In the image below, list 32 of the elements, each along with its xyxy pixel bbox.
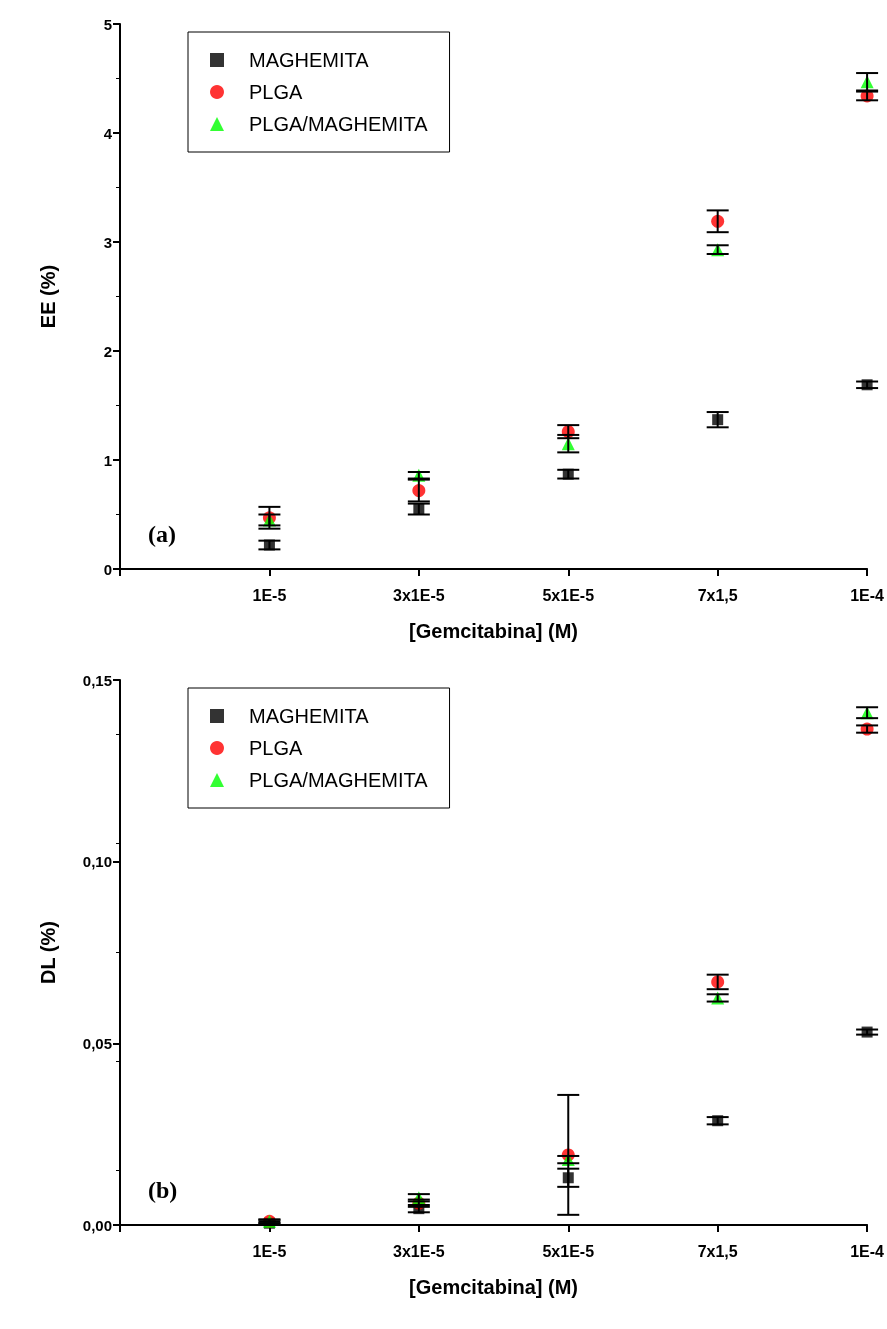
- x-tick-label: 5x1E-5: [542, 586, 595, 604]
- y-axis-title: EE (%): [37, 264, 59, 329]
- y-tick-label: 2: [103, 342, 112, 360]
- legend-label: PLGA/MAGHEMITA: [249, 769, 429, 791]
- x-tick-label: 7x1,5: [697, 1242, 738, 1260]
- annotation: (b): [148, 1177, 178, 1203]
- y-tick-label: 0: [103, 560, 112, 578]
- legend-label: MAGHEMITA: [249, 705, 370, 727]
- y-tick-label: 5: [103, 15, 112, 33]
- x-axis-title: [Gemcitabina] (M): [409, 1276, 578, 1298]
- legend-label: MAGHEMITA: [249, 49, 370, 71]
- legend-label: PLGA: [249, 81, 304, 103]
- x-tick-label: 7x1,5: [697, 586, 738, 604]
- x-tick-label: 3x1E-5: [393, 586, 445, 604]
- x-tick-label: 1E-4: [850, 586, 885, 604]
- y-tick-label: 4: [103, 124, 113, 142]
- y-axis-title: DL (%): [37, 921, 59, 984]
- x-tick-label: 1E-5: [252, 1242, 287, 1260]
- y-tick-label: 1: [103, 451, 112, 469]
- x-tick-label: 1E-4: [850, 1242, 885, 1260]
- legend-label: PLGA/MAGHEMITA: [249, 113, 429, 135]
- y-tick-label: 0,05: [82, 1034, 112, 1052]
- y-tick-label: 0,10: [82, 853, 112, 871]
- x-tick-label: 1E-5: [252, 586, 287, 604]
- y-tick-label: 0,15: [82, 671, 112, 689]
- x-axis-title: [Gemcitabina] (M): [409, 620, 578, 642]
- x-tick-label: 5x1E-5: [542, 1242, 595, 1260]
- y-tick-label: 3: [103, 233, 112, 251]
- y-tick-label: 0,00: [82, 1216, 112, 1234]
- x-tick-label: 3x1E-5: [393, 1242, 445, 1260]
- legend-label: PLGA: [249, 737, 304, 759]
- annotation: (a): [148, 521, 176, 547]
